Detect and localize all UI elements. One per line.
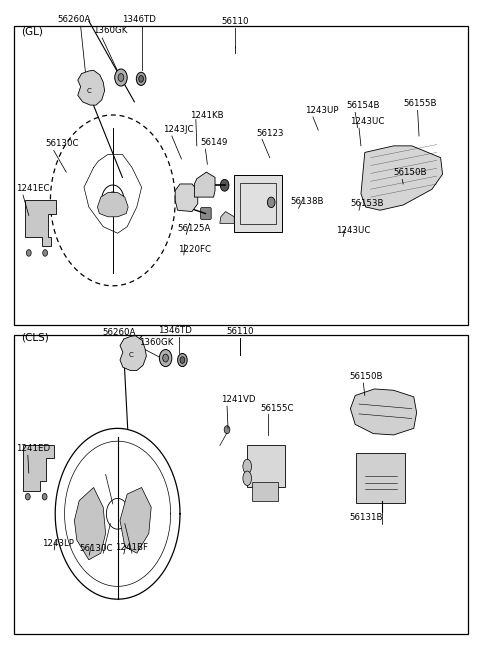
Text: 1241KB: 1241KB <box>190 110 223 120</box>
Text: 56110: 56110 <box>226 327 254 336</box>
Text: 56153B: 56153B <box>350 199 384 208</box>
Text: 56138B: 56138B <box>291 197 324 206</box>
Circle shape <box>27 455 43 477</box>
Text: (GL): (GL) <box>22 26 44 36</box>
Polygon shape <box>74 487 106 560</box>
Text: 1241EC: 1241EC <box>16 184 50 193</box>
Polygon shape <box>350 389 417 435</box>
Text: 1241VD: 1241VD <box>221 395 255 404</box>
Polygon shape <box>97 193 128 217</box>
Circle shape <box>267 197 275 208</box>
Text: 1346TD: 1346TD <box>122 15 156 24</box>
Ellipse shape <box>243 459 252 474</box>
Circle shape <box>224 426 230 434</box>
FancyBboxPatch shape <box>247 445 285 487</box>
Text: 1241BF: 1241BF <box>115 543 148 552</box>
Text: 56131B: 56131B <box>349 513 383 522</box>
Circle shape <box>26 250 31 256</box>
Text: 1346TD: 1346TD <box>158 326 192 335</box>
Polygon shape <box>120 487 151 553</box>
Circle shape <box>417 152 423 161</box>
Text: 1360GK: 1360GK <box>93 26 127 35</box>
Text: C: C <box>129 351 133 358</box>
Polygon shape <box>23 445 54 491</box>
Circle shape <box>180 357 185 363</box>
Polygon shape <box>361 146 443 210</box>
Ellipse shape <box>243 471 252 486</box>
Text: 1243UC: 1243UC <box>336 225 371 235</box>
Text: 56123: 56123 <box>257 129 284 138</box>
Text: 56155B: 56155B <box>403 99 437 108</box>
Text: 56260A: 56260A <box>58 15 91 24</box>
Circle shape <box>118 74 124 81</box>
Circle shape <box>136 72 146 85</box>
FancyBboxPatch shape <box>234 175 282 232</box>
Circle shape <box>139 76 144 82</box>
Circle shape <box>28 213 43 234</box>
FancyBboxPatch shape <box>201 208 211 219</box>
Text: 56150B: 56150B <box>349 372 383 381</box>
Circle shape <box>25 493 30 500</box>
Circle shape <box>220 179 229 191</box>
Text: 56260A: 56260A <box>102 328 136 337</box>
Text: 56110: 56110 <box>221 17 249 26</box>
FancyBboxPatch shape <box>252 482 278 501</box>
Circle shape <box>163 354 168 362</box>
Polygon shape <box>194 172 215 197</box>
Text: 1243UP: 1243UP <box>305 106 339 115</box>
Circle shape <box>42 493 47 500</box>
Text: 56154B: 56154B <box>347 101 380 110</box>
Text: 1243LP: 1243LP <box>42 539 74 548</box>
Polygon shape <box>120 336 146 371</box>
Text: 1243JC: 1243JC <box>163 125 194 134</box>
Polygon shape <box>175 184 198 212</box>
FancyBboxPatch shape <box>356 453 405 503</box>
Circle shape <box>178 353 187 367</box>
Circle shape <box>43 250 48 256</box>
Text: 1243UC: 1243UC <box>350 117 385 126</box>
Text: C: C <box>87 87 92 94</box>
Circle shape <box>159 350 172 367</box>
Text: (CLS): (CLS) <box>22 333 49 343</box>
Text: 56130C: 56130C <box>46 139 79 148</box>
Polygon shape <box>78 70 105 105</box>
Text: 56149: 56149 <box>201 138 228 147</box>
Text: 1220FC: 1220FC <box>178 244 211 254</box>
Text: 1360GK: 1360GK <box>139 338 174 347</box>
Polygon shape <box>366 194 384 207</box>
Text: 56150B: 56150B <box>394 168 427 177</box>
Circle shape <box>115 69 127 86</box>
Polygon shape <box>220 212 234 223</box>
Text: 56125A: 56125A <box>178 223 211 233</box>
Text: 1241ED: 1241ED <box>16 444 50 453</box>
Text: 56130C: 56130C <box>79 544 113 553</box>
Polygon shape <box>25 200 56 246</box>
Text: 56155C: 56155C <box>261 403 294 413</box>
